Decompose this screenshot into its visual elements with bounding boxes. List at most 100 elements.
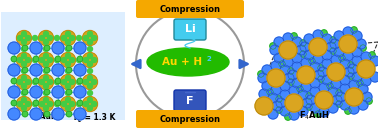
Circle shape: [340, 84, 350, 94]
Circle shape: [62, 102, 67, 106]
Circle shape: [276, 96, 282, 102]
Text: c: c: [78, 118, 81, 122]
Circle shape: [39, 52, 54, 67]
Circle shape: [74, 86, 86, 98]
Circle shape: [39, 97, 54, 111]
Circle shape: [43, 40, 48, 45]
Circle shape: [22, 98, 26, 103]
Circle shape: [8, 108, 20, 120]
Circle shape: [33, 78, 39, 84]
Circle shape: [267, 89, 273, 95]
Circle shape: [313, 54, 323, 64]
Text: 2: 2: [207, 56, 211, 62]
Circle shape: [310, 103, 320, 113]
Circle shape: [279, 41, 297, 59]
Circle shape: [39, 30, 54, 45]
Circle shape: [74, 42, 86, 54]
Circle shape: [310, 87, 320, 97]
Circle shape: [11, 100, 17, 106]
Circle shape: [30, 64, 42, 76]
Circle shape: [274, 53, 284, 63]
Circle shape: [302, 98, 312, 108]
Circle shape: [54, 35, 59, 40]
Circle shape: [25, 102, 31, 106]
Circle shape: [65, 83, 71, 88]
Circle shape: [300, 42, 310, 52]
Circle shape: [48, 35, 53, 40]
Circle shape: [74, 64, 86, 76]
Circle shape: [17, 79, 23, 84]
Circle shape: [39, 35, 45, 40]
Circle shape: [348, 64, 358, 74]
Circle shape: [52, 86, 64, 98]
Circle shape: [54, 79, 59, 84]
Circle shape: [87, 90, 93, 95]
Circle shape: [87, 61, 93, 67]
Circle shape: [318, 65, 324, 71]
Circle shape: [33, 35, 37, 40]
Circle shape: [66, 111, 72, 117]
Circle shape: [91, 35, 96, 40]
Circle shape: [8, 42, 20, 54]
Circle shape: [313, 30, 323, 40]
Circle shape: [65, 31, 71, 36]
Circle shape: [25, 57, 31, 62]
Circle shape: [11, 78, 17, 84]
Circle shape: [70, 57, 74, 62]
Circle shape: [30, 42, 42, 54]
Circle shape: [268, 93, 278, 103]
Circle shape: [289, 110, 299, 120]
Circle shape: [288, 70, 298, 80]
Circle shape: [22, 67, 28, 73]
Circle shape: [334, 31, 344, 41]
Circle shape: [358, 100, 368, 110]
Circle shape: [351, 27, 357, 33]
Circle shape: [62, 79, 67, 84]
Circle shape: [322, 50, 332, 60]
Circle shape: [74, 108, 86, 120]
Circle shape: [77, 56, 83, 62]
Circle shape: [52, 64, 64, 76]
Text: Au + H: Au + H: [162, 57, 202, 67]
Circle shape: [276, 107, 282, 113]
Text: Compression: Compression: [160, 4, 220, 13]
Circle shape: [340, 75, 350, 85]
Circle shape: [352, 31, 362, 41]
Circle shape: [301, 82, 311, 92]
Circle shape: [330, 39, 340, 49]
Circle shape: [70, 102, 74, 106]
Circle shape: [22, 61, 26, 67]
Circle shape: [17, 74, 31, 89]
Circle shape: [361, 76, 371, 86]
Circle shape: [48, 79, 53, 84]
Circle shape: [369, 52, 375, 58]
Circle shape: [39, 79, 45, 84]
Circle shape: [60, 74, 76, 89]
Circle shape: [370, 72, 378, 82]
Circle shape: [331, 79, 341, 89]
Circle shape: [336, 101, 342, 107]
Circle shape: [17, 30, 31, 45]
Circle shape: [48, 57, 53, 62]
Circle shape: [298, 90, 308, 100]
Circle shape: [65, 68, 71, 73]
Circle shape: [91, 57, 96, 62]
Circle shape: [76, 102, 82, 106]
FancyBboxPatch shape: [174, 19, 206, 40]
Circle shape: [39, 74, 54, 89]
Circle shape: [280, 65, 290, 75]
FancyBboxPatch shape: [174, 90, 206, 111]
Circle shape: [22, 105, 26, 110]
Circle shape: [43, 31, 48, 36]
Circle shape: [91, 102, 96, 106]
Circle shape: [87, 40, 93, 45]
Circle shape: [339, 55, 345, 61]
Circle shape: [327, 83, 333, 89]
Circle shape: [357, 60, 375, 78]
Circle shape: [288, 68, 294, 74]
Circle shape: [285, 94, 303, 112]
Circle shape: [82, 74, 98, 89]
Circle shape: [8, 64, 20, 76]
Circle shape: [66, 45, 72, 51]
Circle shape: [357, 80, 363, 86]
